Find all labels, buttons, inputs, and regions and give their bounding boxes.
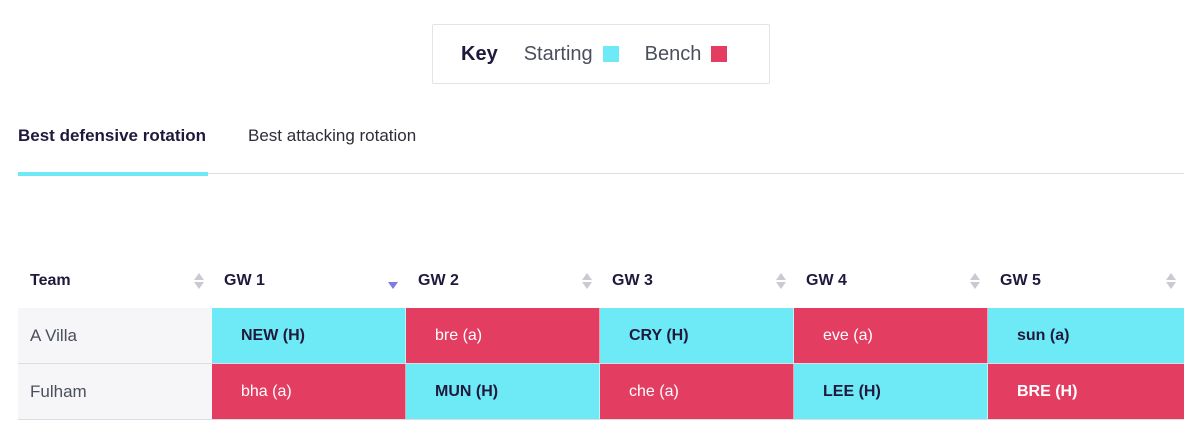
key-legend: Key Starting Bench bbox=[432, 24, 770, 84]
fixture-cell: bre (a) bbox=[406, 308, 600, 363]
fixture-cell: LEE (H) bbox=[794, 364, 988, 419]
sort-icon bbox=[194, 271, 204, 291]
column-header-gw3[interactable]: GW 3 bbox=[600, 254, 794, 308]
fixture-cell: BRE (H) bbox=[988, 364, 1184, 419]
column-label: GW 2 bbox=[418, 272, 459, 289]
key-item-starting: Starting bbox=[524, 43, 619, 66]
fixture-cell: CRY (H) bbox=[600, 308, 794, 363]
sort-icon bbox=[582, 271, 592, 291]
rotation-tabs: Best defensive rotation Best attacking r… bbox=[18, 112, 1184, 176]
column-label: GW 5 bbox=[1000, 272, 1041, 289]
fixture-cell: bha (a) bbox=[212, 364, 406, 419]
fixture-cell: NEW (H) bbox=[212, 308, 406, 363]
column-label: Team bbox=[30, 272, 71, 289]
key-title: Key bbox=[461, 42, 498, 65]
key-item-bench: Bench bbox=[645, 43, 728, 66]
sort-icon bbox=[776, 271, 786, 291]
team-name: Fulham bbox=[18, 364, 212, 419]
sort-icon bbox=[1166, 271, 1176, 291]
table-row: A Villa NEW (H) bre (a) CRY (H) eve (a) … bbox=[18, 308, 1184, 364]
sort-icon bbox=[970, 271, 980, 291]
team-name: A Villa bbox=[18, 308, 212, 363]
column-header-gw2[interactable]: GW 2 bbox=[406, 254, 600, 308]
column-label: GW 1 bbox=[224, 272, 265, 289]
column-header-gw4[interactable]: GW 4 bbox=[794, 254, 988, 308]
tab-label: Best defensive rotation bbox=[18, 126, 206, 145]
tab-best-attacking-rotation[interactable]: Best attacking rotation bbox=[248, 112, 416, 174]
rotation-table: Team GW 1 GW 2 GW 3 GW 4 GW 5 A Villa NE… bbox=[18, 254, 1184, 420]
key-label-bench: Bench bbox=[644, 42, 702, 65]
fixture-cell: sun (a) bbox=[988, 308, 1184, 363]
column-label: GW 4 bbox=[806, 272, 847, 289]
table-row: Fulham bha (a) MUN (H) che (a) LEE (H) B… bbox=[18, 364, 1184, 420]
sort-descending-icon bbox=[388, 271, 398, 291]
table-header: Team GW 1 GW 2 GW 3 GW 4 GW 5 bbox=[18, 254, 1184, 308]
tab-best-defensive-rotation[interactable]: Best defensive rotation bbox=[18, 112, 208, 176]
starting-swatch-icon bbox=[602, 46, 619, 62]
bench-swatch-icon bbox=[711, 46, 728, 62]
fixture-cell: eve (a) bbox=[794, 308, 988, 363]
column-header-team[interactable]: Team bbox=[18, 254, 212, 308]
fixture-cell: che (a) bbox=[600, 364, 794, 419]
column-header-gw1[interactable]: GW 1 bbox=[212, 254, 406, 308]
tab-label: Best attacking rotation bbox=[248, 126, 417, 145]
column-header-gw5[interactable]: GW 5 bbox=[988, 254, 1184, 308]
column-label: GW 3 bbox=[612, 272, 653, 289]
key-label-starting: Starting bbox=[523, 42, 593, 65]
fixture-cell: MUN (H) bbox=[406, 364, 600, 419]
